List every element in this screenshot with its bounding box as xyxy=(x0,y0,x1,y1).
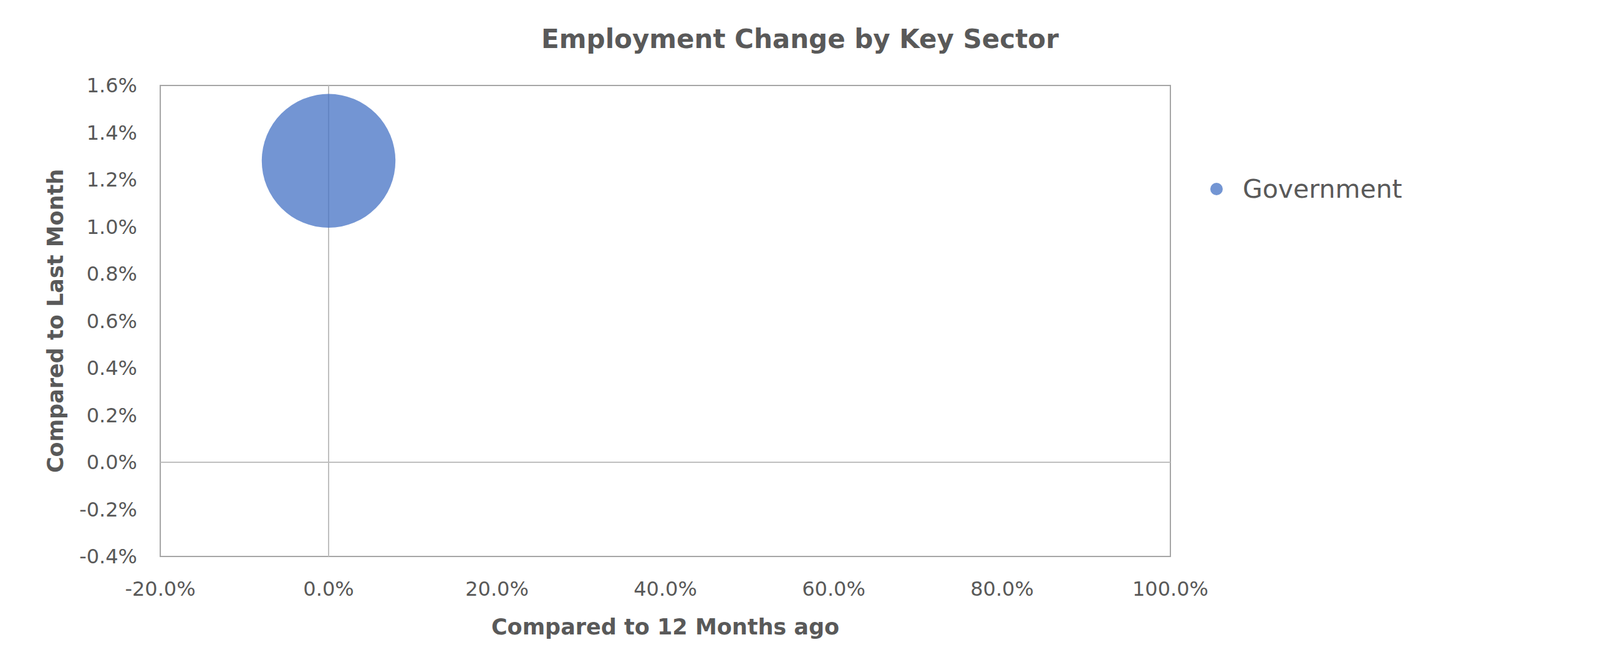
chart: Employment Change by Key Sector -20.0% 0.0… xyxy=(0,0,1600,670)
legend-marker xyxy=(1210,182,1223,196)
y-tick-label: 0.4% xyxy=(86,356,138,380)
y-axis-title: Compared to Last Month xyxy=(43,168,68,473)
plot-frame xyxy=(160,85,1171,557)
x-axis-title: Compared to 12 Months ago xyxy=(491,614,840,640)
y-tick-label: 0.8% xyxy=(86,261,138,286)
y-tick-label: 0.0% xyxy=(86,450,138,474)
x-tick-label: 80.0% xyxy=(970,576,1034,601)
x-tick-label: 60.0% xyxy=(801,576,866,601)
x-axis-line xyxy=(160,461,1171,463)
y-tick-label: 1.2% xyxy=(86,167,138,192)
y-tick-label: 1.4% xyxy=(86,120,138,145)
legend-label: Government xyxy=(1242,173,1403,204)
y-tick-label: 1.0% xyxy=(86,215,138,239)
y-tick-label: 1.6% xyxy=(86,73,138,98)
x-tick-label: 100.0% xyxy=(1132,576,1209,601)
bubble xyxy=(261,94,396,228)
y-tick-label: 0.2% xyxy=(86,403,138,428)
marks xyxy=(261,94,396,228)
x-tick-label: 20.0% xyxy=(465,576,529,601)
x-tick-label: 40.0% xyxy=(633,576,698,601)
y-tick-label: -0.4% xyxy=(79,544,138,569)
title: Employment Change by Key Sector xyxy=(541,23,1059,55)
y-tick-label: 0.6% xyxy=(86,309,138,333)
y-tick-label: -0.2% xyxy=(79,497,138,522)
x-tick-label: -20.0% xyxy=(124,576,196,601)
x-tick-label: 0.0% xyxy=(303,576,354,601)
